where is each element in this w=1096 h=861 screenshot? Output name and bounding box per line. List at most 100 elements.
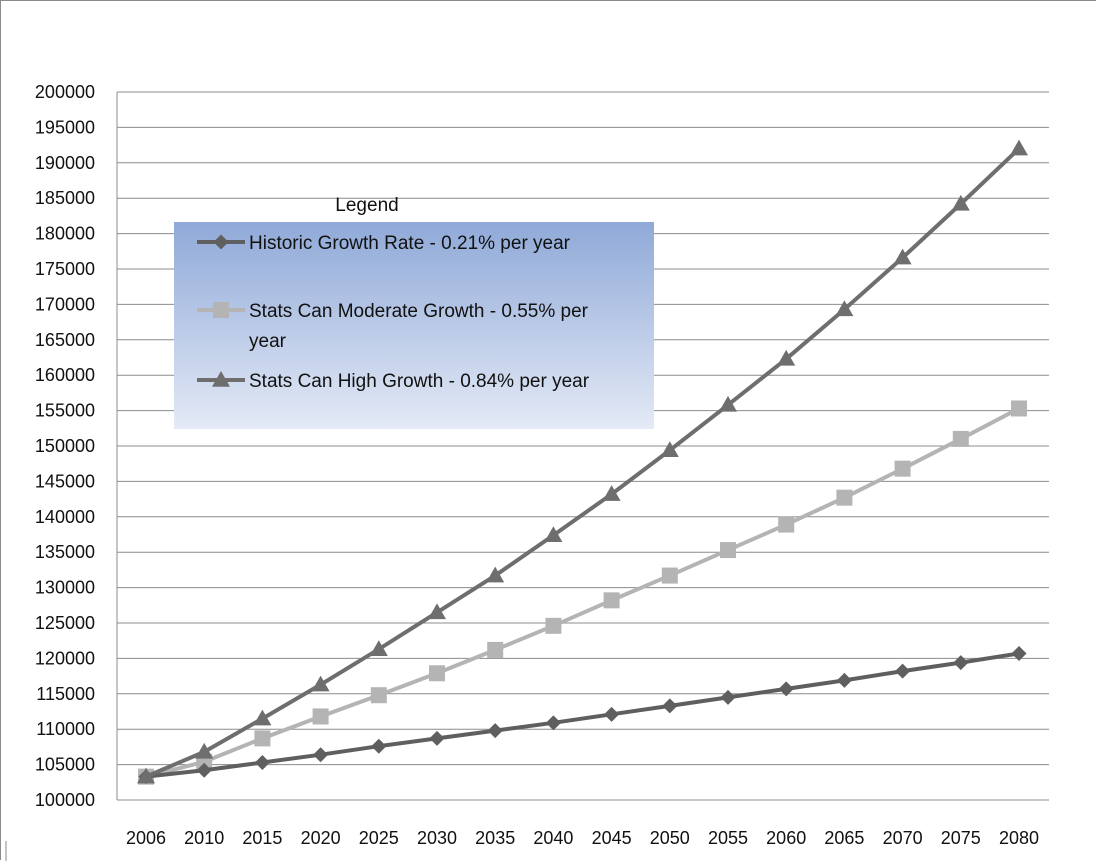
data-point	[1011, 400, 1027, 417]
data-point	[893, 248, 912, 265]
data-point	[836, 489, 853, 506]
y-tick-label: 160000	[35, 365, 95, 385]
x-tick-label: 2040	[533, 828, 573, 848]
data-point	[545, 617, 562, 634]
data-point	[254, 730, 271, 747]
y-tick-label: 120000	[35, 648, 95, 668]
y-tick-label: 145000	[35, 471, 95, 491]
series-line	[145, 406, 1020, 779]
x-tick-label: 2060	[766, 828, 806, 848]
data-point	[602, 485, 621, 501]
axes	[5, 92, 1049, 861]
series-diamond	[138, 645, 1027, 785]
x-tick-label: 2006	[126, 828, 166, 848]
x-tick-label: 2020	[301, 828, 341, 848]
legend-label: Historic Growth Rate - 0.21% per year	[249, 233, 571, 254]
y-tick-label: 190000	[35, 153, 95, 173]
y-tick-label: 100000	[35, 790, 95, 810]
x-tick-label: 2045	[592, 828, 632, 848]
data-point	[603, 592, 620, 609]
y-tick-label: 130000	[35, 578, 95, 598]
legend-swatch-marker	[212, 371, 230, 387]
x-tick-label: 2065	[824, 828, 864, 848]
data-point	[660, 441, 679, 457]
legend-entries: Historic Growth Rate - 0.21% per year Sta…	[197, 233, 590, 392]
tick-labels: 100000 105000 110000 115000 120000 125000 1300…	[35, 82, 1039, 848]
legend-label: Stats Can Moderate Growth - 0.55% per	[249, 301, 589, 322]
y-tick-label: 170000	[35, 294, 95, 314]
data-point	[254, 754, 270, 770]
data-point	[894, 460, 911, 477]
data-point	[428, 603, 446, 620]
x-tick-label: 2035	[475, 828, 515, 848]
x-tick-label: 2055	[708, 828, 748, 848]
data-point	[951, 194, 970, 211]
data-point	[1010, 139, 1028, 156]
data-point	[719, 395, 737, 412]
data-point	[429, 730, 445, 746]
x-tick-label: 2080	[999, 828, 1039, 848]
x-tick-label: 2070	[883, 828, 923, 848]
x-tick-label: 2030	[417, 828, 457, 848]
y-tick-label: 140000	[35, 507, 95, 527]
y-tick-label: 105000	[35, 755, 95, 775]
data-point	[371, 738, 387, 754]
data-point	[253, 709, 272, 726]
legend-background	[174, 222, 654, 429]
data-point	[545, 715, 561, 731]
gridlines	[117, 91, 1049, 801]
x-tick-label: 2015	[242, 828, 282, 848]
series-line	[145, 147, 1021, 779]
data-point	[895, 663, 911, 679]
data-point	[604, 706, 620, 722]
x-tick-label: 2010	[184, 828, 224, 848]
data-point	[661, 567, 678, 584]
y-tick-label: 155000	[35, 401, 95, 421]
y-tick-label: 200000	[35, 82, 95, 102]
series-triangle	[137, 139, 1028, 784]
data-point	[952, 430, 969, 447]
data-point	[312, 708, 329, 725]
legend-entry: Stats Can High Growth - 0.84% per year	[197, 371, 590, 392]
data-point	[778, 516, 795, 533]
data-point	[720, 542, 736, 559]
data-point	[835, 300, 854, 317]
data-point	[662, 698, 678, 714]
y-tick-label: 185000	[35, 188, 95, 208]
series-square	[138, 400, 1027, 785]
data-point	[953, 655, 969, 671]
y-tick-label: 110000	[36, 719, 95, 739]
legend-swatch-marker	[213, 302, 229, 318]
y-tick-label: 195000	[35, 117, 95, 137]
data-point	[196, 762, 212, 778]
legend-label: year	[249, 331, 287, 352]
data-point	[720, 689, 736, 705]
data-point	[836, 672, 852, 688]
data-point	[778, 681, 794, 697]
legend-entry: Stats Can Moderate Growth - 0.55% per yea…	[197, 301, 589, 352]
data-series	[137, 139, 1028, 785]
data-point	[137, 767, 155, 784]
y-tick-label: 115000	[36, 684, 95, 704]
x-tick-label: 2050	[650, 828, 690, 848]
y-tick-label: 175000	[35, 259, 95, 279]
data-point	[369, 640, 388, 656]
x-tick-label: 2025	[359, 828, 399, 848]
y-tick-label: 125000	[35, 613, 95, 633]
data-point	[370, 687, 387, 704]
legend: Legend	[174, 195, 654, 429]
data-point	[195, 742, 214, 759]
data-point	[313, 747, 329, 763]
x-tick-label: 2075	[941, 828, 981, 848]
y-tick-label: 165000	[35, 330, 95, 350]
data-point	[544, 526, 563, 542]
data-point	[486, 566, 505, 583]
y-tick-label: 180000	[35, 224, 95, 244]
data-point	[487, 723, 503, 739]
series-line	[145, 651, 1020, 779]
y-tick-label: 150000	[35, 436, 95, 456]
data-point	[777, 349, 796, 366]
legend-label: Stats Can High Growth - 0.84% per year	[249, 371, 590, 392]
